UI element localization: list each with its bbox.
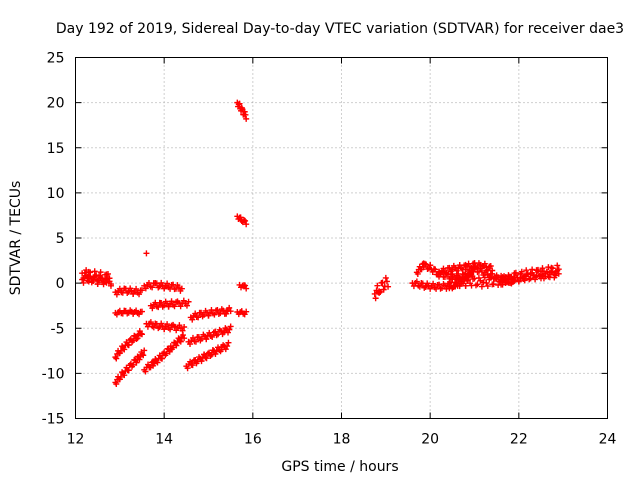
x-axis-title: GPS time / hours — [281, 459, 398, 475]
series-arc-09 — [147, 297, 192, 312]
x-tick-label: 20 — [421, 432, 439, 448]
x-tick-label: 24 — [599, 432, 617, 448]
series-arc-15 — [234, 99, 250, 122]
chart-title: Day 192 of 2019, Sidereal Day-to-day VTE… — [56, 21, 624, 37]
x-tick-label: 18 — [333, 432, 351, 448]
series-arc-19 — [371, 274, 392, 302]
series-arc-03 — [112, 285, 145, 298]
y-tick-label: 10 — [47, 186, 65, 202]
series-arc-24 — [498, 267, 562, 288]
y-tick-label: -10 — [42, 366, 65, 382]
series-arc-06 — [112, 347, 148, 388]
y-axis-title: SDTVAR / TECUs — [8, 181, 24, 296]
series-arc-18 — [234, 308, 250, 318]
series-arc-17 — [236, 281, 250, 292]
series-arc-22 — [436, 260, 496, 278]
series-arc-05 — [112, 328, 145, 362]
series-arc-08 — [141, 279, 185, 294]
y-tick-label: 0 — [56, 276, 65, 292]
series-arc-02 — [79, 272, 114, 289]
x-tick-label: 16 — [244, 432, 262, 448]
series-arc-07 — [143, 250, 150, 257]
y-tick-label: -5 — [51, 321, 65, 337]
y-tick-label: 15 — [47, 141, 65, 157]
x-tick-label: 22 — [510, 432, 528, 448]
series-arc-04 — [112, 307, 145, 318]
series-arc-14 — [183, 339, 232, 372]
y-tick-label: 25 — [47, 51, 65, 67]
series-arc-16 — [234, 213, 250, 228]
series-arc-12 — [187, 304, 234, 323]
y-tick-label: 5 — [56, 231, 65, 247]
y-tick-label: -15 — [42, 412, 65, 428]
x-tick-label: 12 — [67, 432, 85, 448]
x-tick-label: 14 — [155, 432, 173, 448]
grid — [75, 57, 608, 419]
series-arc-13 — [185, 323, 234, 348]
data-points — [79, 99, 562, 388]
axis-ticks: 12 14 16 18 20 22 24 -15 -10 -5 0 5 10 15 20 25 — [42, 51, 617, 448]
series-arc-11 — [141, 332, 188, 375]
y-tick-label: 20 — [47, 96, 65, 112]
series-arc-10 — [143, 319, 188, 334]
